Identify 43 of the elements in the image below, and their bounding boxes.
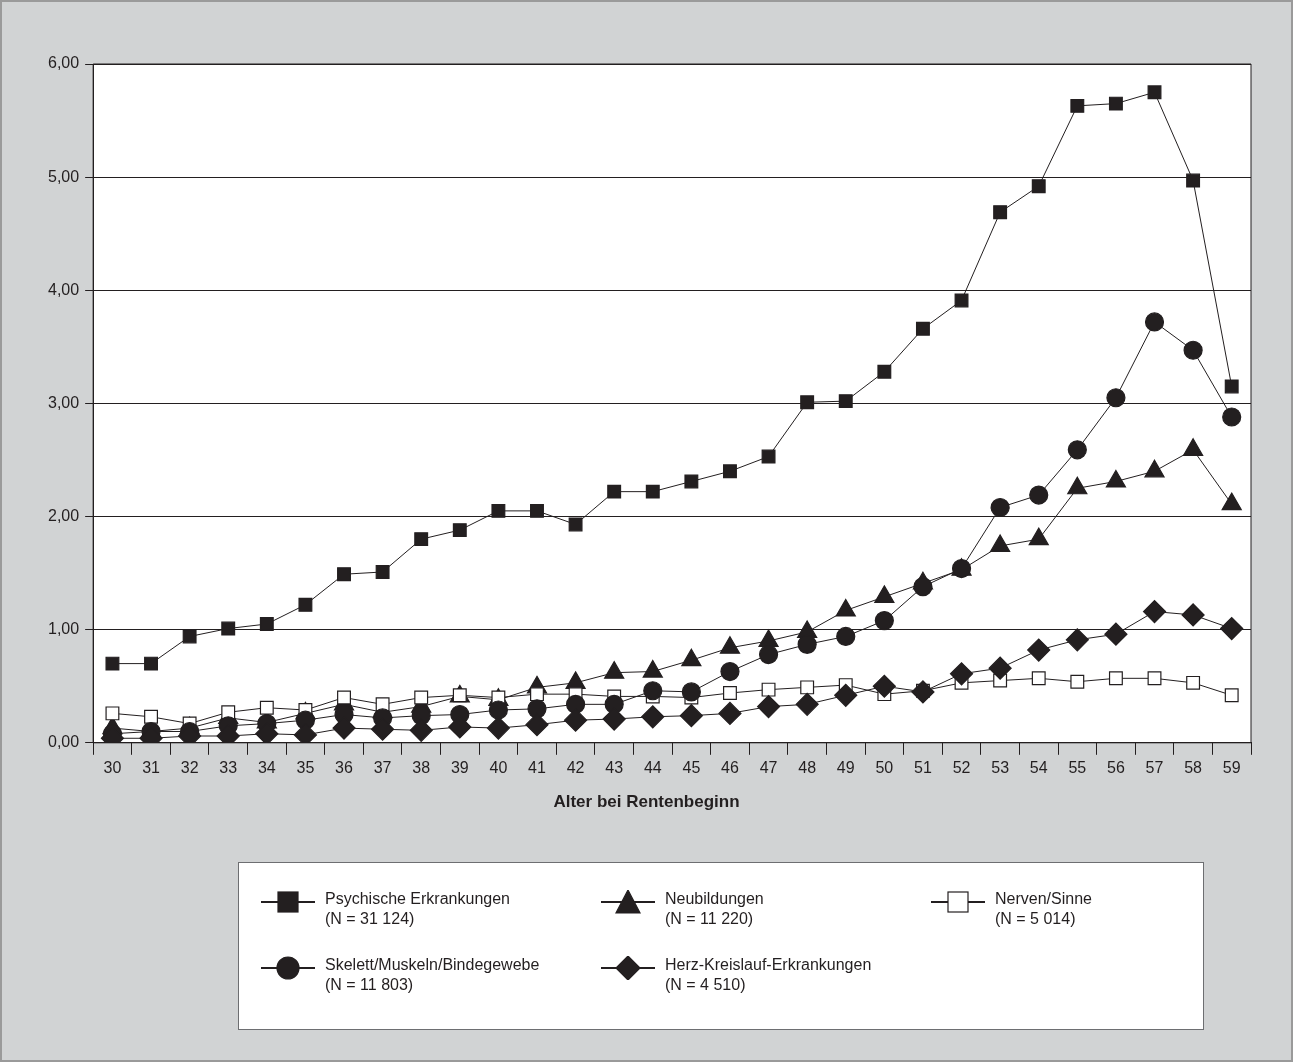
x-tick-label: 48 bbox=[798, 758, 817, 776]
y-tick-label: 2,00 bbox=[48, 506, 80, 524]
x-tick-label: 43 bbox=[605, 758, 624, 776]
x-tick-label: 45 bbox=[682, 758, 701, 776]
x-axis-title: Alter bei Rentenbeginn bbox=[552, 792, 741, 812]
x-tick-label: 31 bbox=[142, 758, 161, 776]
x-tick-label: 32 bbox=[180, 758, 199, 776]
x-tick-label: 34 bbox=[257, 758, 276, 776]
x-tick-label: 42 bbox=[566, 758, 585, 776]
x-tick-label: 49 bbox=[836, 758, 855, 776]
x-tick-label: 41 bbox=[528, 758, 546, 776]
x-tick-label: 59 bbox=[1222, 758, 1241, 776]
x-tick-label: 50 bbox=[875, 758, 894, 776]
legend-label: Neubildungen (N = 11 220) bbox=[665, 889, 764, 929]
x-tick-label: 54 bbox=[1029, 758, 1048, 776]
y-tick-label: 0,00 bbox=[48, 733, 80, 751]
x-tick-label: 40 bbox=[489, 758, 508, 776]
y-tick-label: 4,00 bbox=[48, 280, 80, 298]
y-tick-label: 5,00 bbox=[48, 167, 80, 185]
x-tick-label: 57 bbox=[1145, 758, 1164, 776]
x-tick-label: 46 bbox=[721, 758, 739, 776]
x-tick-label: 44 bbox=[643, 758, 662, 776]
x-tick-label: 58 bbox=[1184, 758, 1203, 776]
x-tick-label: 36 bbox=[335, 758, 354, 776]
x-tick-label: 51 bbox=[914, 758, 932, 776]
x-tick-label: 55 bbox=[1068, 758, 1087, 776]
y-tick-label: 6,00 bbox=[48, 54, 80, 72]
legend-label: Psychische Erkrankungen (N = 31 124) bbox=[325, 889, 510, 929]
y-tick-label: 1,00 bbox=[48, 620, 80, 638]
x-tick-label: 52 bbox=[952, 758, 971, 776]
x-tick-label: 39 bbox=[450, 758, 469, 776]
x-tick-label: 35 bbox=[296, 758, 315, 776]
legend-label: Skelett/Muskeln/Bindegewebe (N = 11 803) bbox=[325, 955, 540, 995]
legend-label: Nerven/Sinne (N = 5 014) bbox=[995, 889, 1092, 929]
x-tick-label: 33 bbox=[219, 758, 238, 776]
y-tick-label: 3,00 bbox=[48, 393, 80, 411]
x-tick-label: 47 bbox=[759, 758, 778, 776]
x-tick-label: 30 bbox=[103, 758, 122, 776]
x-tick-label: 38 bbox=[412, 758, 431, 776]
x-tick-label: 56 bbox=[1107, 758, 1125, 776]
x-tick-label: 53 bbox=[991, 758, 1010, 776]
x-tick-label: 37 bbox=[373, 758, 392, 776]
legend-label: Herz-Kreislauf-Erkrankungen (N = 4 510) bbox=[665, 955, 872, 995]
